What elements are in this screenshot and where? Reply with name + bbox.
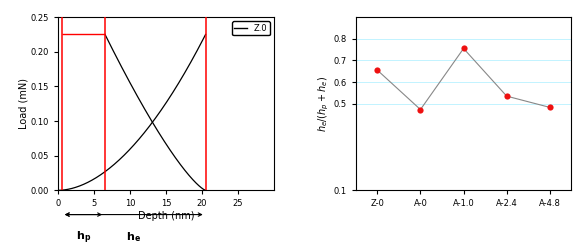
Text: $\bf{h_p}$: $\bf{h_p}$ <box>76 230 91 244</box>
X-axis label: Depth (nm): Depth (nm) <box>138 211 194 221</box>
Point <box>545 105 554 109</box>
Y-axis label: $h_e/(h_p+h_e)$: $h_e/(h_p+h_e)$ <box>317 76 331 132</box>
Y-axis label: Load (mN): Load (mN) <box>18 78 28 129</box>
Point <box>416 108 425 112</box>
Point <box>459 47 468 51</box>
Legend: Z.0: Z.0 <box>232 21 270 35</box>
Text: $\bf{h_e}$: $\bf{h_e}$ <box>127 230 141 244</box>
Point <box>373 68 382 72</box>
Point <box>502 94 511 98</box>
